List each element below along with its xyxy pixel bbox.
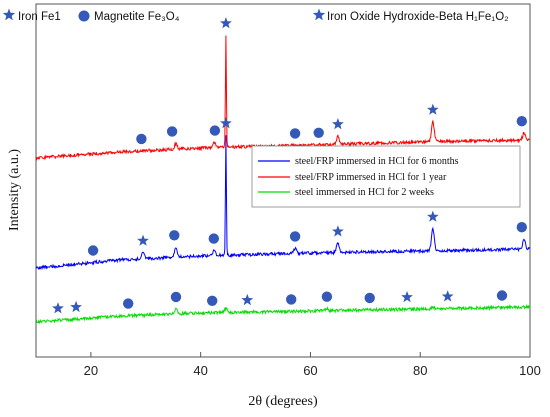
circle-marker (87, 245, 99, 256)
circle-marker (209, 125, 221, 136)
x-tick-label: 80 (413, 363, 427, 378)
series-legend-box (251, 145, 521, 208)
phase-legend-label-hydroxide: Iron Oxide Hydroxide-Beta H₁Fe₁O₂ (327, 11, 509, 23)
x-axis-title: 2θ (degrees) (248, 394, 318, 409)
phase-legend-label-magnetite: Magnetite Fe₃O₄ (94, 11, 180, 23)
legend-label-blue: steel/FRP immersed in HCl for 6 months (295, 156, 459, 167)
circle-icon (78, 10, 90, 22)
circle-marker (516, 116, 527, 127)
series-line-1 (35, 35, 531, 162)
circle-marker (207, 295, 218, 306)
x-axis: 20 40 60 80 100 (84, 352, 541, 378)
star-marker (332, 118, 344, 130)
star-marker (332, 225, 344, 237)
series-layer (35, 35, 531, 325)
x-tick-label: 60 (303, 363, 317, 378)
series-legend: steel/FRP immersed in HCl for 6 months s… (251, 145, 521, 208)
phase-legend: Iron Fe1 Magnetite Fe₃O₄ Iron Oxide Hydr… (2, 8, 509, 23)
phase-legend-item-magnetite: Magnetite Fe₃O₄ (78, 10, 180, 23)
star-marker (137, 234, 149, 246)
circle-marker (136, 133, 147, 145)
circle-marker (286, 294, 297, 305)
phase-legend-label-iron: Iron Fe1 (18, 11, 61, 23)
phase-legend-item-hydroxide: Iron Oxide Hydroxide-Beta H₁Fe₁O₂ (312, 8, 509, 23)
y-axis-title: Intensity (a.u.) (7, 149, 22, 231)
star-marker (401, 291, 413, 303)
star-marker (241, 293, 254, 306)
circle-marker (516, 222, 527, 233)
x-tick-label: 100 (519, 363, 541, 378)
star-icon (312, 8, 326, 21)
circle-marker (170, 291, 182, 303)
star-marker (220, 17, 232, 29)
star-icon (2, 8, 16, 21)
circle-marker (166, 126, 178, 137)
circle-marker (364, 292, 375, 304)
star-marker (427, 103, 439, 115)
x-tick-label: 40 (193, 363, 207, 378)
star-marker (52, 302, 64, 314)
circle-marker (313, 127, 324, 138)
series-line-2 (35, 303, 531, 325)
circle-marker (208, 233, 219, 244)
x-tick-label: 20 (84, 363, 98, 378)
circle-marker (123, 298, 134, 309)
legend-label-green: steel immersed in HCl for 2 weeks (295, 187, 434, 198)
circle-marker (289, 128, 301, 139)
circle-marker (321, 291, 333, 302)
plot-frame (35, 3, 531, 358)
legend-label-red: steel/FRP immersed in HCl for 1 year (295, 172, 447, 183)
star-marker (220, 117, 232, 129)
star-marker (70, 300, 82, 313)
series-line-0 (35, 135, 531, 271)
circle-marker (496, 290, 508, 301)
circle-marker (289, 231, 301, 242)
marker-layer (52, 17, 527, 314)
phase-legend-item-iron: Iron Fe1 (2, 8, 61, 23)
circle-marker (169, 230, 180, 241)
star-marker (441, 290, 454, 302)
star-marker (427, 210, 439, 222)
